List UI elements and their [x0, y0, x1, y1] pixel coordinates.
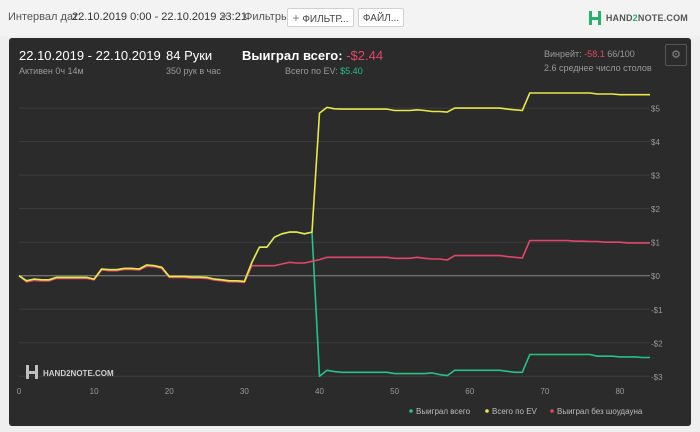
- y-tick-label: $2: [651, 205, 660, 214]
- legend-marker: [485, 409, 489, 413]
- chevron-down-icon[interactable]: [221, 15, 227, 19]
- x-tick-label: 30: [240, 387, 249, 396]
- winrate-label: Винрейт:: [544, 49, 582, 59]
- y-tick-label: $4: [651, 138, 660, 147]
- ev-value: $5.40: [340, 66, 363, 76]
- legend-marker: [409, 409, 413, 413]
- y-tick-label: $0: [651, 272, 660, 281]
- legend-label: Выиграл всего: [416, 407, 471, 416]
- logo-h-icon: [588, 11, 601, 25]
- filter-button[interactable]: + ФИЛЬТР...: [287, 8, 354, 27]
- active-time: Активен 0ч 14м: [19, 66, 84, 76]
- x-tick-label: 20: [165, 387, 174, 396]
- x-tick-label: 60: [465, 387, 474, 396]
- filters-label: Фильтры:: [244, 11, 292, 23]
- y-tick-label: -$3: [651, 373, 663, 382]
- x-tick-label: 70: [540, 387, 549, 396]
- x-tick-label: 0: [17, 387, 22, 396]
- y-tick-label: -$2: [651, 339, 663, 348]
- winrate: Винрейт: -58.1 66/100: [544, 49, 635, 59]
- series-lines: [18, 92, 650, 378]
- ev-label: Всего по EV:: [285, 66, 338, 76]
- grid-lines: [19, 107, 650, 377]
- winrate-suffix: 66/100: [607, 49, 635, 59]
- series-line: [18, 92, 650, 283]
- file-button[interactable]: ФАЙЛ...: [358, 8, 404, 27]
- legend-label: Всего по EV: [492, 407, 538, 416]
- y-tick-label: $3: [651, 172, 660, 181]
- legend-marker: [550, 409, 554, 413]
- y-tick-label: $5: [651, 105, 660, 114]
- tables-count: 2.6 среднее число столов: [544, 63, 652, 73]
- y-tick-label: $1: [651, 239, 660, 248]
- hands-count: 84 Руки: [166, 48, 213, 63]
- y-tick-label: -$1: [651, 306, 663, 315]
- chart-legend: Выиграл всего Всего по EV Выиграл без шоуд…: [409, 407, 643, 416]
- interval-label: Интервал дат:: [8, 11, 81, 23]
- legend-label: Выиграл без шоудауна: [557, 407, 643, 416]
- ev-total: Всего по EV: $5.40: [285, 66, 363, 76]
- x-tick-label: 10: [90, 387, 99, 396]
- file-button-label: ФАЙЛ...: [362, 13, 400, 24]
- watermark-logo-icon: [26, 365, 38, 379]
- x-axis-ticks: 0 10 20 30 40 50 60 70 80: [17, 387, 625, 396]
- logo-text: HAND2NOTE.COM: [605, 13, 688, 23]
- gear-icon[interactable]: ⚙: [665, 44, 687, 66]
- date-range: 22.10.2019 - 22.10.2019: [19, 48, 161, 63]
- plus-icon: +: [292, 11, 300, 25]
- x-tick-label: 80: [615, 387, 624, 396]
- y-axis-ticks: $5 $4 $3 $2 $1 $0 -$1 -$2 -$3: [651, 105, 663, 382]
- watermark-text: HAND2NOTE.COM: [43, 369, 114, 378]
- interval-select[interactable]: 22.10.2019 0:00 - 22.10.2019 23:21: [72, 11, 247, 23]
- chart-watermark: HAND2NOTE.COM: [26, 365, 114, 379]
- won-total: Выиграл всего: -$2.44: [242, 48, 383, 63]
- graph-panel: 22.10.2019 - 22.10.2019 Активен 0ч 14м 8…: [9, 38, 691, 426]
- filter-button-label: ФИЛЬТР...: [302, 14, 349, 25]
- winrate-value: -58.1: [584, 49, 605, 59]
- brand-logo: HAND2NOTE.COM: [588, 9, 688, 27]
- top-toolbar: Интервал дат: 22.10.2019 0:00 - 22.10.20…: [0, 0, 700, 36]
- series-line: [18, 231, 650, 378]
- x-tick-label: 50: [390, 387, 399, 396]
- series-line: [18, 239, 650, 284]
- won-total-label: Выиграл всего:: [242, 48, 343, 63]
- won-total-value: -$2.44: [346, 48, 384, 63]
- hands-per-hour: 350 рук в час: [166, 66, 221, 76]
- x-tick-label: 40: [315, 387, 324, 396]
